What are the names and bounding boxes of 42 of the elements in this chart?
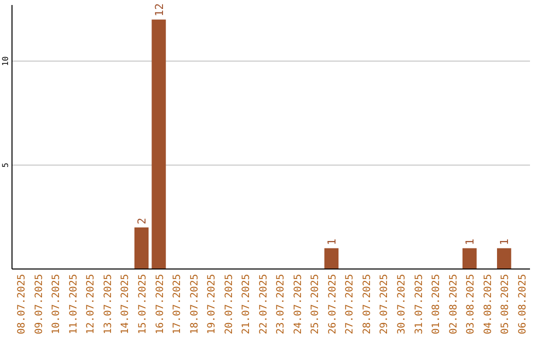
x-tick-label: 08.07.2025 <box>16 274 28 334</box>
bar <box>497 248 512 269</box>
y-tick-label: 10 <box>1 56 10 66</box>
x-tick-label: 27.07.2025 <box>344 274 356 334</box>
x-tick-label: 18.07.2025 <box>189 274 200 334</box>
x-tick-label: 09.07.2025 <box>34 274 45 334</box>
y-tick-label: 5 <box>1 162 10 168</box>
x-tick-label: 03.08.2025 <box>466 274 477 334</box>
x-tick-label: 28.07.2025 <box>362 274 373 334</box>
x-tick-label: 01.08.2025 <box>431 274 442 334</box>
x-tick-label: 29.07.2025 <box>379 274 390 334</box>
x-tick-label: 19.07.2025 <box>206 274 218 334</box>
x-tick-label: 30.07.2025 <box>396 274 408 334</box>
x-tick-label: 24.07.2025 <box>292 274 304 334</box>
x-tick-label: 06.08.2025 <box>517 274 528 334</box>
x-tick-label: 14.07.2025 <box>120 274 132 334</box>
x-tick-label: 17.07.2025 <box>172 274 184 334</box>
x-tick-label: 10.07.2025 <box>51 274 62 334</box>
x-tick-label: 15.07.2025 <box>138 274 148 334</box>
data-label: 1 <box>464 238 477 246</box>
x-tick-label: 23.07.2025 <box>276 274 287 334</box>
data-label: 1 <box>498 238 512 246</box>
x-tick-label: 11.07.2025 <box>68 274 80 334</box>
data-label: 2 <box>136 218 148 224</box>
x-tick-label: 26.07.2025 <box>327 274 338 334</box>
x-tick-label: 04.08.2025 <box>482 274 494 334</box>
bar <box>324 248 339 269</box>
x-tick-label: 21.07.2025 <box>241 274 252 334</box>
x-tick-label: 31.07.2025 <box>414 274 425 334</box>
x-tick-label: 16.07.2025 <box>154 274 166 334</box>
bar <box>134 227 149 269</box>
x-tick-label: 05.08.2025 <box>500 274 512 334</box>
x-tick-label: 02.08.2025 <box>448 274 460 334</box>
x-tick-label: 25.07.2025 <box>310 274 322 334</box>
x-tick-label: 22.07.2025 <box>258 274 270 334</box>
x-tick-label: 13.07.2025 <box>102 274 114 334</box>
x-tick-label: 12.07.2025 <box>86 274 97 334</box>
x-tick-label: 20.07.2025 <box>224 274 235 334</box>
bar <box>462 248 477 269</box>
data-label: 1 <box>325 238 338 246</box>
data-label: 12 <box>152 3 166 17</box>
bar <box>152 20 166 269</box>
